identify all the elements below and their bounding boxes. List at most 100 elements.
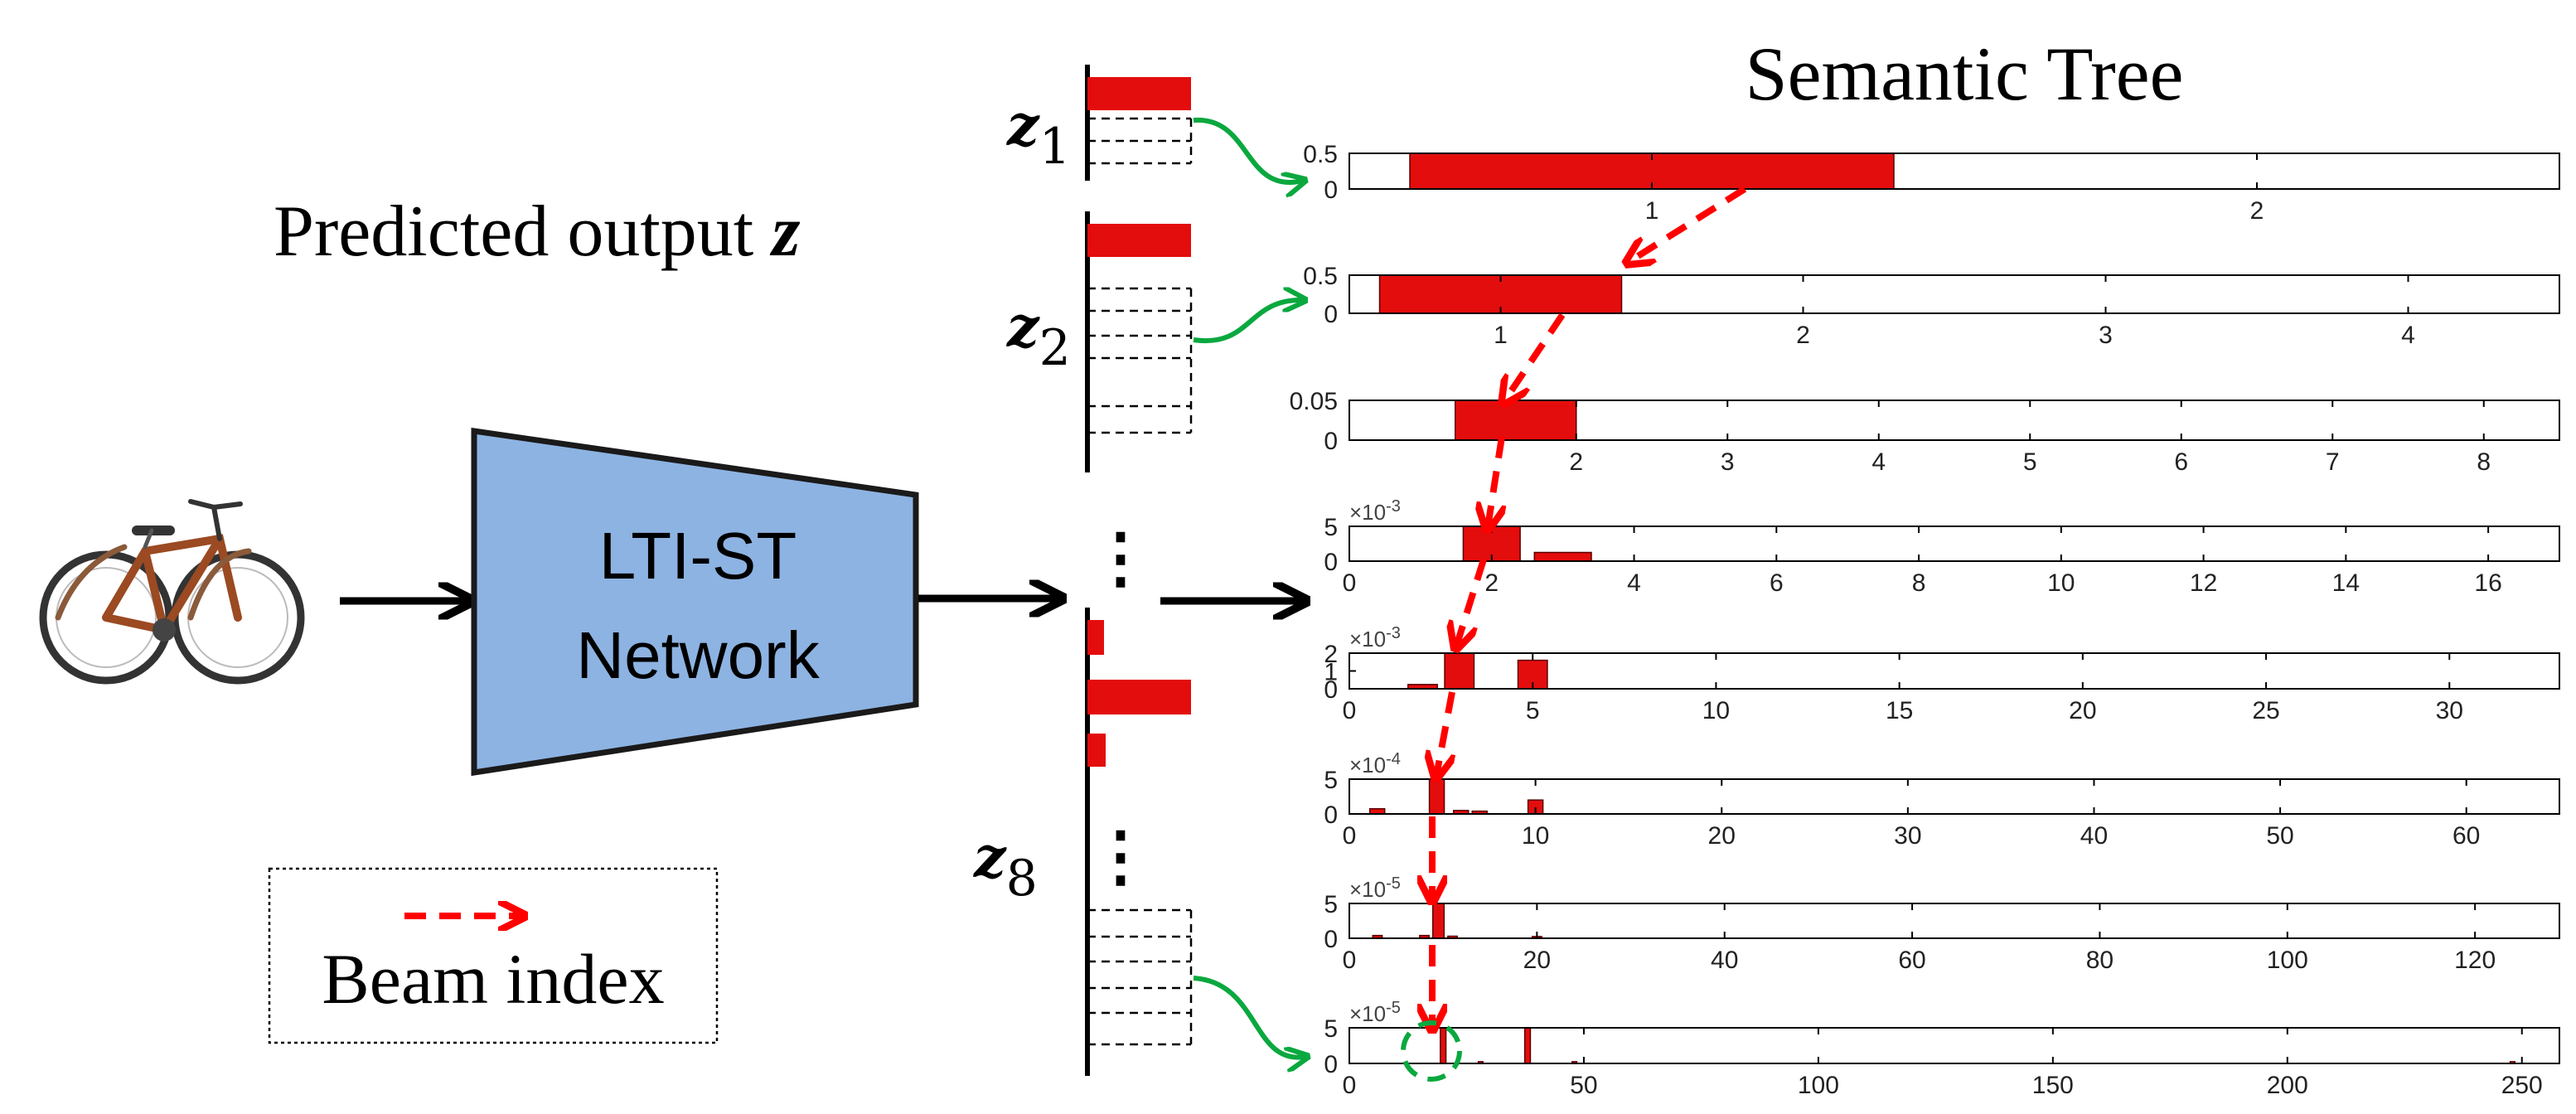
x-tick-label: 30 — [1894, 822, 1921, 850]
z8-bar-c — [1087, 734, 1106, 767]
x-tick-label: 3 — [1721, 448, 1735, 476]
x-tick-label: 0 — [1343, 569, 1357, 597]
y-tick-label: 0.5 — [1303, 141, 1338, 168]
bicycle-image — [39, 499, 305, 685]
y-tick-label: 2 — [1324, 641, 1338, 668]
x-tick-label: 200 — [2267, 1072, 2308, 1099]
x-tick-label: 50 — [1570, 1072, 1597, 1099]
legend-box — [268, 867, 719, 1044]
tree-level-5-bar-2 — [1444, 652, 1475, 690]
x-tick-label: 150 — [2032, 1072, 2074, 1099]
predicted-output-text: Predicted output — [274, 191, 772, 272]
z1-bar — [1087, 77, 1191, 110]
tree-level-3-frame — [1349, 400, 2560, 441]
beam-path — [1432, 186, 1747, 1028]
x-tick-label: 0 — [1343, 822, 1357, 850]
x-tick-label: 30 — [2436, 697, 2463, 724]
x-tick-label: 60 — [1898, 947, 1925, 974]
x-tick-label: 80 — [2086, 947, 2114, 974]
x-tick-label: 2 — [2250, 197, 2264, 225]
tree-level-6-bar-2 — [1428, 778, 1445, 815]
tree-level-1-chart: 1 2 0 0.5 — [1303, 141, 2560, 225]
z8-bar-b — [1087, 680, 1191, 714]
tree-level-8-frame — [1349, 1027, 2560, 1064]
x-tick-label: 2 — [1484, 569, 1499, 597]
predicted-output-label: Predicted output z — [274, 191, 800, 272]
x-tick-label: 5 — [1526, 697, 1540, 724]
x-tick-label: 3 — [2099, 322, 2113, 349]
z8-label: z8 — [973, 825, 1038, 908]
x-tick-label: 1 — [1645, 197, 1659, 225]
z8-link-arrow — [1193, 976, 1305, 1058]
x-tick-label: 14 — [2332, 569, 2360, 597]
x-tick-label: 50 — [2266, 822, 2293, 850]
selected-leaf-circle — [1401, 1020, 1462, 1082]
y-tick-label: 5 — [1324, 1015, 1338, 1043]
z2-bar — [1087, 224, 1191, 257]
x-tick-label: 15 — [1886, 697, 1913, 724]
tree-level-8-bar-1 — [1440, 1027, 1447, 1064]
x-tick-label: 120 — [2454, 947, 2496, 974]
x-tick-label: 7 — [2326, 448, 2340, 476]
y-tick-label: 0.5 — [1303, 263, 1338, 290]
tree-level-4-frame — [1349, 526, 2560, 562]
network-block — [471, 427, 919, 777]
x-tick-label: 25 — [2252, 697, 2279, 724]
y-tick-label: 0 — [1324, 549, 1338, 576]
x-tick-label: 2 — [1796, 322, 1810, 349]
z-ellipsis-middle: ⋮ — [1087, 521, 1154, 594]
network-label-line1: LTI-ST — [599, 519, 797, 593]
y-tick-label: 0 — [1324, 1051, 1338, 1078]
z-ellipsis-lower: ⋮ — [1087, 819, 1154, 893]
z2-label: z2 — [1006, 294, 1071, 377]
predicted-output-symbol: z — [769, 191, 800, 272]
tree-level-2-chart: 1 2 3 4 0 0.5 — [1303, 263, 2560, 349]
y-tick-label: 0 — [1324, 301, 1338, 328]
y-tick-label: 0 — [1324, 802, 1338, 829]
y-tick-label: 0 — [1324, 676, 1338, 704]
y-tick-label: 5 — [1324, 891, 1338, 918]
tree-level-4-bar-2 — [1533, 551, 1592, 562]
x-tick-label: 2 — [1569, 448, 1583, 476]
semantic-tree-charts: 1 200.51 2 3 400.52 3 4 5 6 7 800.050 2 4 6 8 10 12 14 160… — [1290, 141, 2560, 1099]
tree-level-2-frame — [1349, 274, 2560, 314]
tree-level-4-chart: 0 2 4 6 8 10 12 14 16 0 5 ×10-3 — [1324, 497, 2560, 597]
tree-level-7-bar-3 — [1431, 903, 1445, 939]
tree-title: Semantic Tree — [1746, 31, 2184, 116]
x-tick-label: 0 — [1343, 947, 1357, 974]
x-tick-label: 40 — [2080, 822, 2108, 850]
x-tick-label: 100 — [2267, 947, 2308, 974]
tree-level-6-chart: 0 10 20 30 40 50 60 0 5 ×10-4 — [1324, 750, 2560, 850]
x-tick-label: 4 — [1871, 448, 1886, 476]
y-exponent-label: ×10-3 — [1349, 497, 1401, 525]
y-tick-label: 0 — [1324, 428, 1338, 455]
y-tick-label: 5 — [1324, 514, 1338, 541]
x-tick-label: 10 — [1702, 697, 1730, 724]
z8-bar-a — [1087, 620, 1104, 655]
tree-level-8-chart: 0 50 100 150 200 250 0 5 ×10-5 — [1324, 999, 2560, 1099]
x-tick-label: 5 — [2023, 448, 2037, 476]
x-tick-label: 20 — [2069, 697, 2096, 724]
x-tick-label: 10 — [1522, 822, 1549, 850]
legend-label: Beam index — [322, 939, 664, 1019]
network-label-line2: Network — [576, 618, 820, 692]
y-tick-label: 0 — [1324, 926, 1338, 953]
x-tick-label: 4 — [2401, 322, 2415, 349]
x-tick-label: 6 — [1770, 569, 1784, 597]
x-tick-label: 8 — [2477, 448, 2491, 476]
y-tick-label: 5 — [1324, 767, 1338, 794]
x-tick-label: 20 — [1708, 822, 1736, 850]
x-tick-label: 0 — [1343, 697, 1357, 724]
z1-label: z1 — [1006, 93, 1071, 176]
x-tick-label: 40 — [1711, 947, 1738, 974]
y-exponent-label: ×10-4 — [1349, 750, 1401, 777]
x-tick-label: 6 — [2174, 448, 2188, 476]
x-tick-label: 60 — [2453, 822, 2480, 850]
y-tick-label: 1 — [1324, 659, 1338, 686]
x-tick-label: 4 — [1627, 569, 1641, 597]
y-tick-label: 0.05 — [1290, 388, 1338, 415]
tree-level-1-frame — [1349, 153, 2560, 190]
tree-level-5-chart: 0 5 10 15 20 25 30 012 ×10-3 — [1324, 624, 2560, 724]
x-tick-label: 16 — [2474, 569, 2501, 597]
